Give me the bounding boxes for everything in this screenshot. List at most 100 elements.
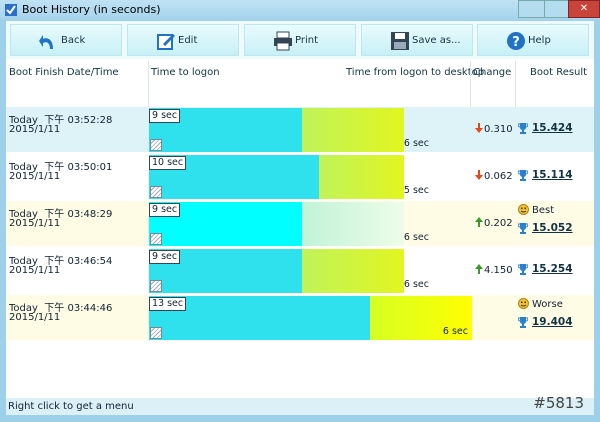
client-area: Back Edit Print Save as...? Help Boot Finish… xyxy=(6,21,594,415)
datetime: Today 下午 03:48:29 xyxy=(9,209,113,220)
header: Boot Finish Date/Time xyxy=(9,67,119,78)
smiley xyxy=(518,298,529,309)
minimize-button[interactable] xyxy=(518,0,546,18)
logon-label: 10 sec xyxy=(149,156,187,170)
button-label: Help xyxy=(528,35,551,46)
boot-result[interactable]: 15.114 xyxy=(532,169,573,181)
trophy xyxy=(517,123,529,134)
change-value: 0.310 xyxy=(484,124,513,135)
arrow-icon xyxy=(475,170,483,180)
logon-icon xyxy=(150,139,162,151)
divider xyxy=(515,61,516,107)
header: Boot Result xyxy=(530,67,588,78)
toolbar-button[interactable]: Edit xyxy=(127,24,239,56)
button-icon xyxy=(274,31,292,51)
badge-text: Worse xyxy=(532,299,563,310)
logon-icon xyxy=(150,186,162,198)
logon-label: 9 sec xyxy=(149,203,181,217)
logon-bar: 9 sec xyxy=(149,108,302,152)
title-bar: Boot History (in seconds) ✕ xyxy=(0,0,600,20)
desktop-label: 6 sec xyxy=(403,138,429,149)
desktop-bar xyxy=(302,249,404,293)
button-icon xyxy=(157,34,175,50)
datetime: Today 下午 03:50:01 xyxy=(9,162,113,173)
button-icon xyxy=(39,35,53,49)
date: 2015/1/11 xyxy=(9,124,61,135)
logon-label: 13 sec xyxy=(149,297,187,311)
desktop-bar xyxy=(370,296,472,340)
desktop-bar xyxy=(302,108,404,152)
trophy xyxy=(517,223,529,234)
button-label: Back xyxy=(61,35,86,46)
badge-text: Best xyxy=(532,205,555,216)
logon-label: 9 sec xyxy=(149,109,181,123)
trophy-icon xyxy=(517,317,529,331)
datetime: Today 下午 03:46:54 xyxy=(9,256,113,267)
desktop-bar xyxy=(319,155,404,199)
toolbar-button[interactable]: Save as... xyxy=(361,24,473,56)
change-value: 0.062 xyxy=(484,171,513,182)
desktop-label: 6 sec xyxy=(442,326,468,337)
table-row[interactable]: Today 下午 03:50:01 2015/1/11 10 sec 5 sec 0.0… xyxy=(6,154,594,199)
status-text: Right click to get a menu xyxy=(8,401,134,412)
badge-icon xyxy=(518,298,529,312)
trophy-icon xyxy=(517,223,529,237)
window-title: Boot History (in seconds) xyxy=(22,3,161,16)
trophy-icon xyxy=(517,170,529,184)
logon-icon xyxy=(150,233,162,245)
maximize-button[interactable] xyxy=(544,0,570,18)
trophy-icon xyxy=(517,264,529,278)
change-value: 4.150 xyxy=(484,265,513,276)
date: 2015/1/11 xyxy=(9,312,61,323)
table-row[interactable]: Today 下午 03:46:54 2015/1/11 9 sec 6 sec 4.15… xyxy=(6,248,594,293)
desktop-label: 6 sec xyxy=(403,279,429,290)
logon-bar: 9 sec xyxy=(149,249,302,293)
button-label: Print xyxy=(295,35,319,46)
toolbar: Back Edit Print Save as...? Help xyxy=(6,21,594,59)
date: 2015/1/11 xyxy=(9,171,61,182)
button-label: Edit xyxy=(178,35,198,46)
desktop-label: 5 sec xyxy=(403,185,429,196)
boot-result[interactable]: 19.404 xyxy=(532,316,573,328)
date: 2015/1/11 xyxy=(9,265,61,276)
logon-icon xyxy=(150,327,162,339)
boot-result[interactable]: 15.424 xyxy=(532,122,573,134)
button-label: Save as... xyxy=(412,35,461,46)
button-icon: ? xyxy=(507,32,525,50)
date: 2015/1/11 xyxy=(9,218,61,229)
boot-result[interactable]: 15.052 xyxy=(532,222,573,234)
header: Change xyxy=(473,67,512,78)
logon-icon xyxy=(150,280,162,292)
toolbar-button[interactable]: ? Help xyxy=(477,24,589,56)
logon-bar: 13 sec xyxy=(149,296,370,340)
divider xyxy=(470,61,471,107)
trophy xyxy=(517,317,529,328)
arrow-icon xyxy=(475,264,483,274)
button-icon xyxy=(391,32,409,50)
boot-result[interactable]: 15.254 xyxy=(532,263,573,275)
close-button[interactable]: ✕ xyxy=(568,0,600,18)
logon-label: 9 sec xyxy=(149,250,181,264)
arrow-icon xyxy=(475,123,483,133)
trophy-icon xyxy=(517,123,529,137)
svg-text:?: ? xyxy=(512,35,520,50)
toolbar-button[interactable]: Back xyxy=(10,24,122,56)
divider xyxy=(148,61,149,107)
logon-bar: 9 sec xyxy=(149,202,302,246)
watermark: #5813 xyxy=(533,394,584,412)
table-row[interactable]: Today 下午 03:44:46 2015/1/11 13 sec 6 sec Wor… xyxy=(6,295,594,340)
trend-arrow xyxy=(475,264,483,277)
toolbar-button[interactable]: Print xyxy=(244,24,356,56)
status-bar: Right click to get a menu xyxy=(6,398,594,415)
table-row[interactable]: Today 下午 03:48:29 2015/1/11 9 sec 6 sec 0.20… xyxy=(6,201,594,246)
trend-arrow xyxy=(475,217,483,230)
smiley xyxy=(518,204,529,215)
trend-arrow xyxy=(475,170,483,183)
desktop-label: 6 sec xyxy=(403,232,429,243)
logon-bar: 10 sec xyxy=(149,155,319,199)
table-row[interactable]: Today 下午 03:52:28 2015/1/11 9 sec 6 sec 0.31… xyxy=(6,107,594,152)
datetime: Today 下午 03:44:46 xyxy=(9,303,113,314)
header: Time to logon xyxy=(151,67,220,78)
app-icon xyxy=(5,4,17,16)
